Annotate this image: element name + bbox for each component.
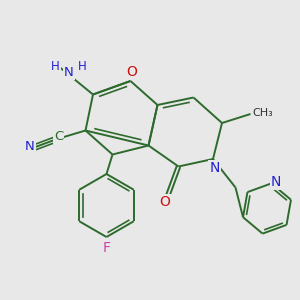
- Text: N: N: [64, 65, 74, 79]
- Text: C: C: [54, 130, 63, 143]
- Text: N: N: [209, 161, 220, 175]
- Text: N: N: [271, 175, 281, 189]
- Text: CH₃: CH₃: [252, 107, 273, 118]
- Text: O: O: [127, 65, 137, 79]
- Text: O: O: [160, 196, 170, 209]
- Text: H: H: [51, 59, 60, 73]
- Text: N: N: [25, 140, 35, 154]
- Text: H: H: [78, 59, 87, 73]
- Text: F: F: [103, 242, 110, 255]
